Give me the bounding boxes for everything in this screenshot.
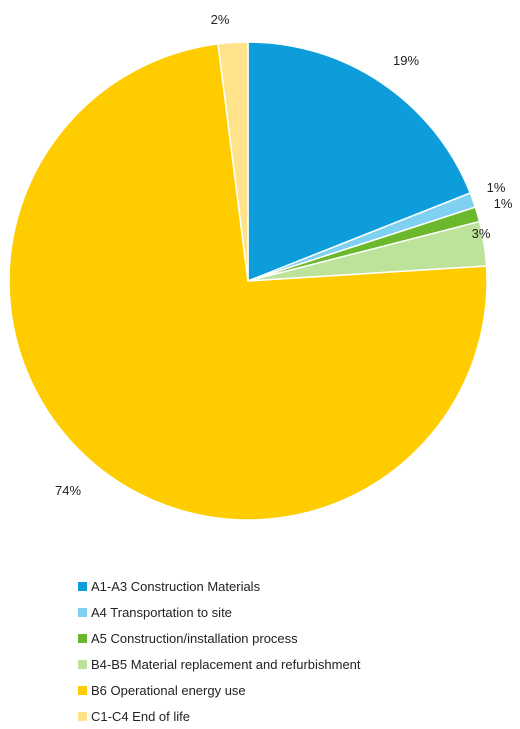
- pie-data-label-1: 1%: [487, 180, 506, 195]
- legend-item-0: A1-A3 Construction Materials: [78, 573, 361, 599]
- chart-legend: A1-A3 Construction Materials A4 Transport…: [78, 573, 361, 729]
- legend-swatch: [78, 607, 87, 617]
- legend-label: A4 Transportation to site: [91, 604, 232, 620]
- pie-data-label-2: 1%: [494, 196, 513, 211]
- legend-swatch: [78, 659, 87, 669]
- pie-slice-4: [8, 43, 488, 521]
- legend-item-3: B4-B5 Material replacement and refurbish…: [78, 651, 361, 677]
- pie-slice-5: [217, 41, 249, 282]
- pie-data-label-3: 3%: [472, 226, 491, 241]
- legend-label: C1-C4 End of life: [91, 708, 190, 724]
- legend-item-5: C1-C4 End of life: [78, 703, 361, 729]
- pie-data-label-4: 74%: [55, 483, 81, 498]
- pie-data-label-0: 19%: [393, 53, 419, 68]
- legend-swatch: [78, 581, 87, 591]
- pie-slices: [8, 41, 488, 521]
- legend-label: A5 Construction/installation process: [91, 630, 298, 646]
- legend-label: B4-B5 Material replacement and refurbish…: [91, 656, 361, 672]
- pie-slice-0: [247, 41, 472, 283]
- pie-data-label-5: 2%: [211, 12, 230, 27]
- legend-item-4: B6 Operational energy use: [78, 677, 361, 703]
- legend-swatch: [78, 633, 87, 643]
- legend-swatch: [78, 685, 87, 695]
- pie-data-labels: 19%1%1%3%74%2%: [55, 12, 513, 498]
- legend-item-2: A5 Construction/installation process: [78, 625, 361, 651]
- legend-label: A1-A3 Construction Materials: [91, 578, 261, 594]
- legend-swatch: [78, 711, 87, 721]
- legend-label: B6 Operational energy use: [91, 682, 246, 698]
- legend-item-1: A4 Transportation to site: [78, 599, 361, 625]
